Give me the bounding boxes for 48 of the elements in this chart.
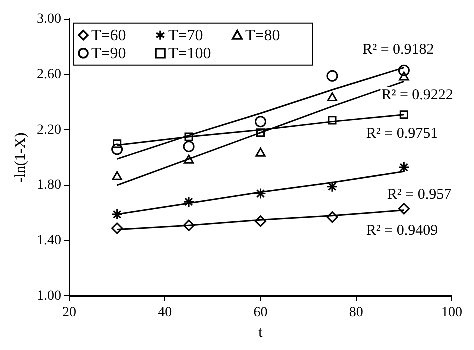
point — [327, 92, 338, 102]
x-tick-label: 40 — [158, 305, 172, 320]
point — [184, 132, 194, 142]
legend-label: T=70 — [168, 28, 204, 45]
point — [256, 128, 266, 138]
point — [326, 181, 338, 193]
y-axis-title: -ln(1-X) — [12, 132, 29, 183]
annotation: R² = 0.9409 — [366, 223, 438, 240]
y-tick-label: 3.00 — [37, 12, 62, 28]
x-tick-label: 60 — [254, 305, 268, 320]
point — [398, 162, 410, 174]
annotation: R² = 0.9751 — [366, 126, 438, 142]
y-tick-label: 1.80 — [37, 178, 62, 194]
point — [183, 220, 195, 232]
x-tick-label: 80 — [349, 305, 364, 320]
annotation: R² = 0.9182 — [362, 42, 434, 58]
point — [255, 216, 266, 228]
point — [255, 116, 266, 128]
point — [113, 140, 122, 148]
point — [112, 171, 122, 180]
legend-label: T=100 — [168, 46, 212, 63]
point — [255, 188, 266, 200]
annotation: R² = 0.957 — [387, 187, 452, 204]
y-tick-label: 1.00 — [37, 288, 62, 304]
point — [328, 116, 337, 125]
x-axis-title: t — [258, 324, 264, 341]
point — [398, 203, 410, 215]
legend-label: T=90 — [92, 46, 126, 63]
y-tick-label: 2.60 — [37, 67, 62, 82]
point — [112, 222, 124, 234]
point — [112, 144, 124, 156]
point — [326, 212, 338, 224]
point — [399, 72, 410, 81]
legend-label: T=80 — [246, 28, 280, 45]
point — [400, 110, 408, 120]
point — [183, 196, 195, 208]
x-tick-label: 20 — [62, 305, 76, 320]
point — [326, 70, 338, 82]
point — [112, 208, 124, 220]
y-tick-label: 2.20 — [37, 122, 62, 138]
y-tick-label: 1.40 — [37, 234, 62, 249]
annotation: R² = 0.9222 — [382, 87, 454, 104]
x-tick-label: 100 — [442, 305, 462, 320]
point — [184, 154, 194, 164]
point — [183, 140, 195, 152]
point — [398, 64, 410, 76]
point — [256, 148, 266, 157]
legend-label: T=60 — [92, 28, 126, 45]
